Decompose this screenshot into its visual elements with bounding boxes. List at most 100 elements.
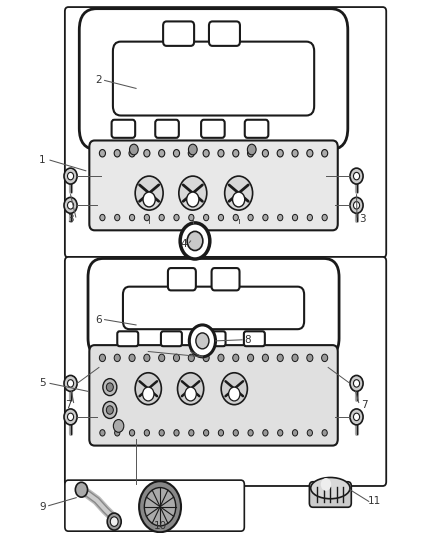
Circle shape	[100, 214, 105, 221]
FancyBboxPatch shape	[245, 120, 268, 138]
Circle shape	[248, 214, 253, 221]
Circle shape	[322, 214, 327, 221]
Circle shape	[103, 401, 117, 418]
Circle shape	[292, 150, 298, 157]
Circle shape	[64, 375, 77, 391]
Circle shape	[247, 144, 256, 155]
FancyBboxPatch shape	[88, 259, 339, 357]
Circle shape	[196, 333, 209, 349]
Circle shape	[99, 150, 106, 157]
Circle shape	[277, 354, 283, 361]
Circle shape	[204, 214, 209, 221]
Circle shape	[159, 150, 165, 157]
Circle shape	[350, 375, 363, 391]
Circle shape	[115, 214, 120, 221]
Text: 6: 6	[95, 314, 102, 325]
Circle shape	[185, 387, 196, 401]
Circle shape	[114, 354, 120, 361]
Circle shape	[218, 430, 223, 436]
Circle shape	[293, 430, 298, 436]
Text: 7: 7	[360, 400, 367, 410]
Text: 3: 3	[359, 214, 366, 224]
Circle shape	[180, 223, 210, 259]
Circle shape	[203, 150, 209, 157]
Circle shape	[130, 430, 134, 436]
Circle shape	[173, 354, 180, 361]
FancyBboxPatch shape	[155, 120, 179, 138]
Circle shape	[188, 150, 194, 157]
Text: 8: 8	[244, 335, 251, 345]
Circle shape	[189, 430, 194, 436]
FancyBboxPatch shape	[161, 332, 182, 346]
Circle shape	[350, 409, 363, 425]
Circle shape	[143, 192, 155, 207]
Circle shape	[144, 150, 150, 157]
Circle shape	[188, 144, 197, 155]
Circle shape	[64, 168, 77, 184]
Circle shape	[114, 150, 120, 157]
Circle shape	[307, 430, 312, 436]
FancyBboxPatch shape	[79, 9, 348, 150]
Circle shape	[110, 517, 118, 527]
Circle shape	[67, 379, 74, 387]
Circle shape	[247, 354, 254, 361]
Circle shape	[135, 373, 161, 405]
Circle shape	[159, 214, 164, 221]
Circle shape	[144, 354, 150, 361]
Circle shape	[67, 201, 74, 209]
Circle shape	[263, 430, 268, 436]
Circle shape	[129, 354, 135, 361]
Circle shape	[115, 430, 120, 436]
FancyBboxPatch shape	[65, 257, 386, 486]
Circle shape	[233, 354, 239, 361]
Circle shape	[321, 354, 328, 361]
Circle shape	[218, 354, 224, 361]
Circle shape	[293, 214, 298, 221]
Circle shape	[277, 150, 283, 157]
Circle shape	[106, 406, 113, 414]
Circle shape	[353, 379, 360, 387]
FancyBboxPatch shape	[89, 141, 338, 230]
Circle shape	[130, 214, 134, 221]
Text: 2: 2	[95, 76, 102, 85]
Circle shape	[218, 150, 224, 157]
Circle shape	[103, 378, 117, 395]
Circle shape	[106, 383, 113, 391]
Circle shape	[307, 150, 313, 157]
FancyBboxPatch shape	[209, 21, 240, 46]
Circle shape	[144, 214, 149, 221]
Circle shape	[189, 214, 194, 221]
Circle shape	[159, 430, 164, 436]
Circle shape	[67, 172, 74, 180]
Circle shape	[233, 214, 238, 221]
Circle shape	[75, 482, 88, 497]
Circle shape	[350, 197, 363, 213]
FancyBboxPatch shape	[113, 42, 314, 116]
Circle shape	[233, 430, 238, 436]
Text: 1: 1	[39, 155, 46, 165]
Circle shape	[221, 373, 247, 405]
FancyBboxPatch shape	[201, 120, 225, 138]
Circle shape	[139, 481, 181, 532]
Circle shape	[350, 168, 363, 184]
Circle shape	[174, 430, 179, 436]
Circle shape	[113, 419, 124, 432]
Circle shape	[229, 387, 240, 401]
FancyBboxPatch shape	[212, 268, 240, 290]
Circle shape	[233, 192, 245, 207]
Circle shape	[353, 413, 360, 421]
Circle shape	[233, 150, 239, 157]
Circle shape	[292, 354, 298, 361]
Text: 7: 7	[65, 400, 72, 410]
Circle shape	[177, 373, 204, 405]
Ellipse shape	[311, 478, 350, 499]
Circle shape	[159, 354, 165, 361]
Circle shape	[179, 176, 207, 210]
Circle shape	[262, 150, 268, 157]
Circle shape	[188, 354, 194, 361]
FancyBboxPatch shape	[244, 332, 265, 346]
Circle shape	[130, 144, 138, 155]
FancyBboxPatch shape	[112, 120, 135, 138]
Text: 3: 3	[67, 214, 74, 224]
FancyBboxPatch shape	[117, 332, 138, 346]
